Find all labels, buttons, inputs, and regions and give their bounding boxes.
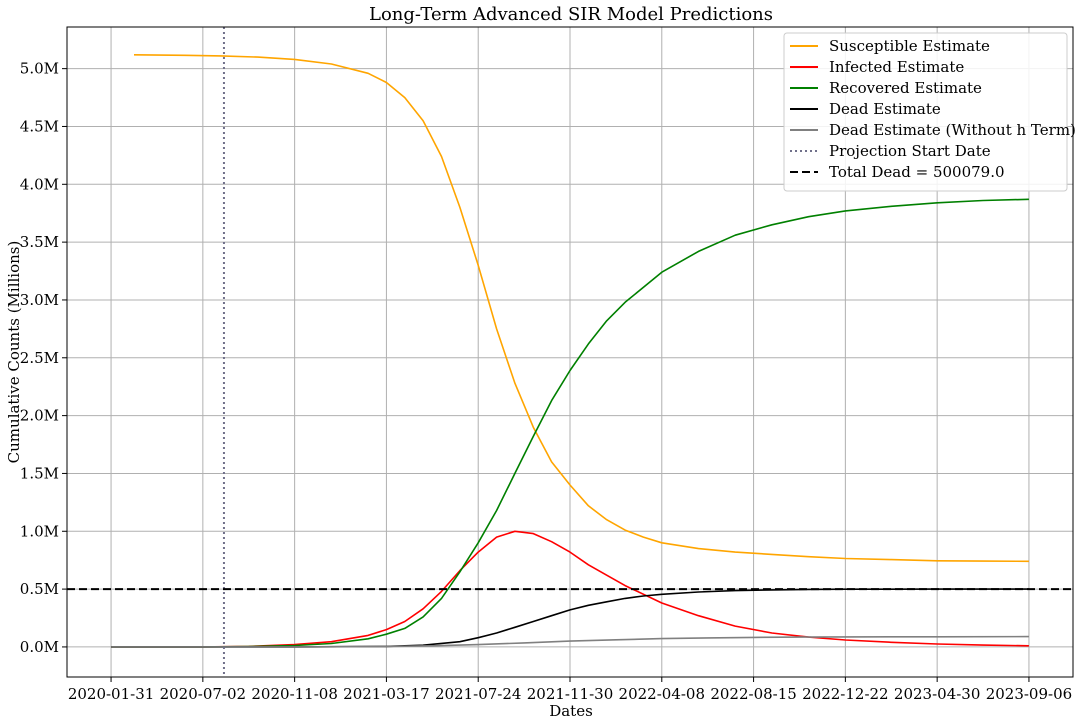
y-tick-label: 3.5M <box>20 233 59 251</box>
y-tick-label: 5.0M <box>20 60 59 78</box>
legend-label: Dead Estimate <box>829 100 941 118</box>
y-tick-label: 1.0M <box>20 522 59 540</box>
x-tick-label: 2021-11-30 <box>527 685 613 703</box>
y-axis-label: Cumulative Counts (Millions) <box>5 241 23 464</box>
series-dead-estimate-without-h-term <box>111 635 1029 648</box>
legend-frame <box>783 32 1068 192</box>
x-tick-label: 2022-12-22 <box>802 685 888 703</box>
y-axis-ticks: 0.0M 0.5M 1.0M 1.5M 2.0M 2.5M 3.0M 3.5M 4.0M 4.5M… <box>20 60 67 656</box>
legend: Susceptible Estimate Infected Estimate Rec… <box>783 32 1076 192</box>
x-tick-label: 2021-03-17 <box>343 685 429 703</box>
x-tick-label: 2022-04-08 <box>619 685 705 703</box>
y-tick-label: 4.5M <box>20 117 59 135</box>
y-tick-label: 4.0M <box>20 175 59 193</box>
y-tick-label: 0.5M <box>20 580 59 598</box>
legend-label: Infected Estimate <box>829 58 964 76</box>
x-tick-label: 2020-11-08 <box>251 685 337 703</box>
x-axis-ticks: 2020-01-31 2020-07-02 2020-11-08 2021-03-17… <box>68 677 1072 703</box>
x-tick-label: 2023-04-30 <box>894 685 980 703</box>
x-tick-label: 2020-01-31 <box>68 685 154 703</box>
y-tick-label: 0.0M <box>20 638 59 656</box>
chart-title: Long-Term Advanced SIR Model Predictions <box>369 4 773 25</box>
x-tick-label: 2023-09-06 <box>986 685 1072 703</box>
series-susceptible-estimate <box>133 54 1029 563</box>
series-recovered-estimate <box>111 198 1029 648</box>
series-layer <box>67 27 1073 677</box>
y-tick-label: 2.0M <box>20 407 59 425</box>
x-axis-label: Dates <box>549 702 593 720</box>
x-tick-label: 2022-08-15 <box>710 685 796 703</box>
x-tick-label: 2020-07-02 <box>160 685 246 703</box>
y-tick-label: 2.5M <box>20 349 59 367</box>
legend-label: Recovered Estimate <box>829 79 982 97</box>
legend-label: Dead Estimate (Without h Term) <box>829 121 1076 139</box>
legend-label: Total Dead = 500079.0 <box>829 163 1005 181</box>
x-tick-label: 2021-07-24 <box>435 685 521 703</box>
legend-label: Susceptible Estimate <box>829 37 990 55</box>
legend-label: Projection Start Date <box>829 142 991 160</box>
y-tick-label: 3.0M <box>20 291 59 309</box>
y-tick-label: 1.5M <box>20 464 59 482</box>
